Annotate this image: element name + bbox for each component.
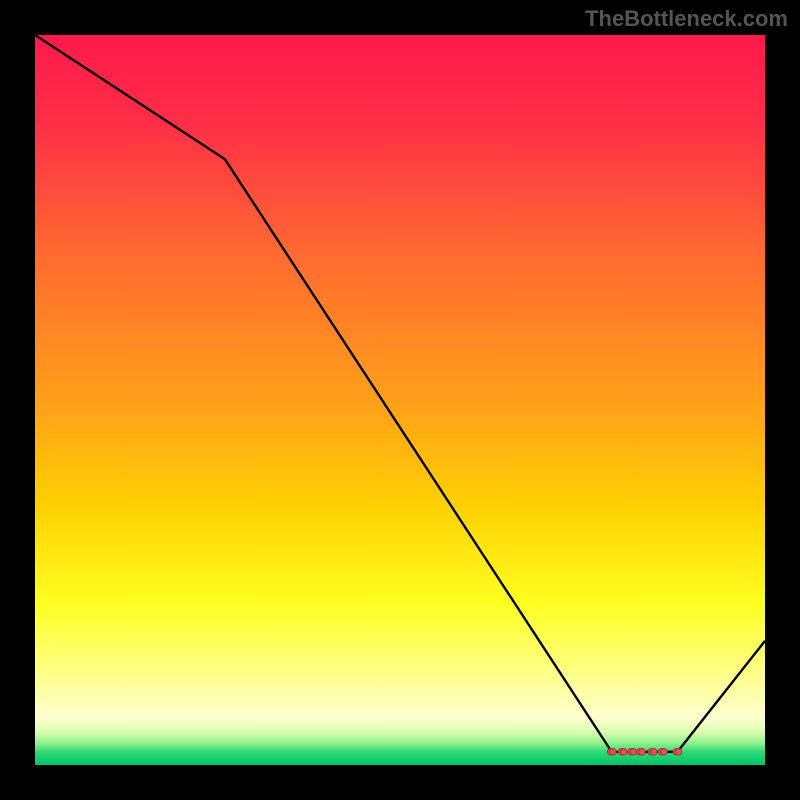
attribution-label: TheBottleneck.com [585, 6, 788, 32]
chart-overlay [35, 35, 765, 765]
marker-dot [651, 749, 657, 755]
marker-dot [661, 749, 667, 755]
marker-dot [621, 749, 627, 755]
marker-dot [639, 749, 645, 755]
marker-dot [675, 749, 681, 755]
chart-wrapper: TheBottleneck.com [0, 0, 800, 800]
plot-area [35, 35, 765, 765]
marker-dot [610, 749, 616, 755]
bottleneck-line [35, 35, 765, 752]
marker-dot [630, 749, 636, 755]
